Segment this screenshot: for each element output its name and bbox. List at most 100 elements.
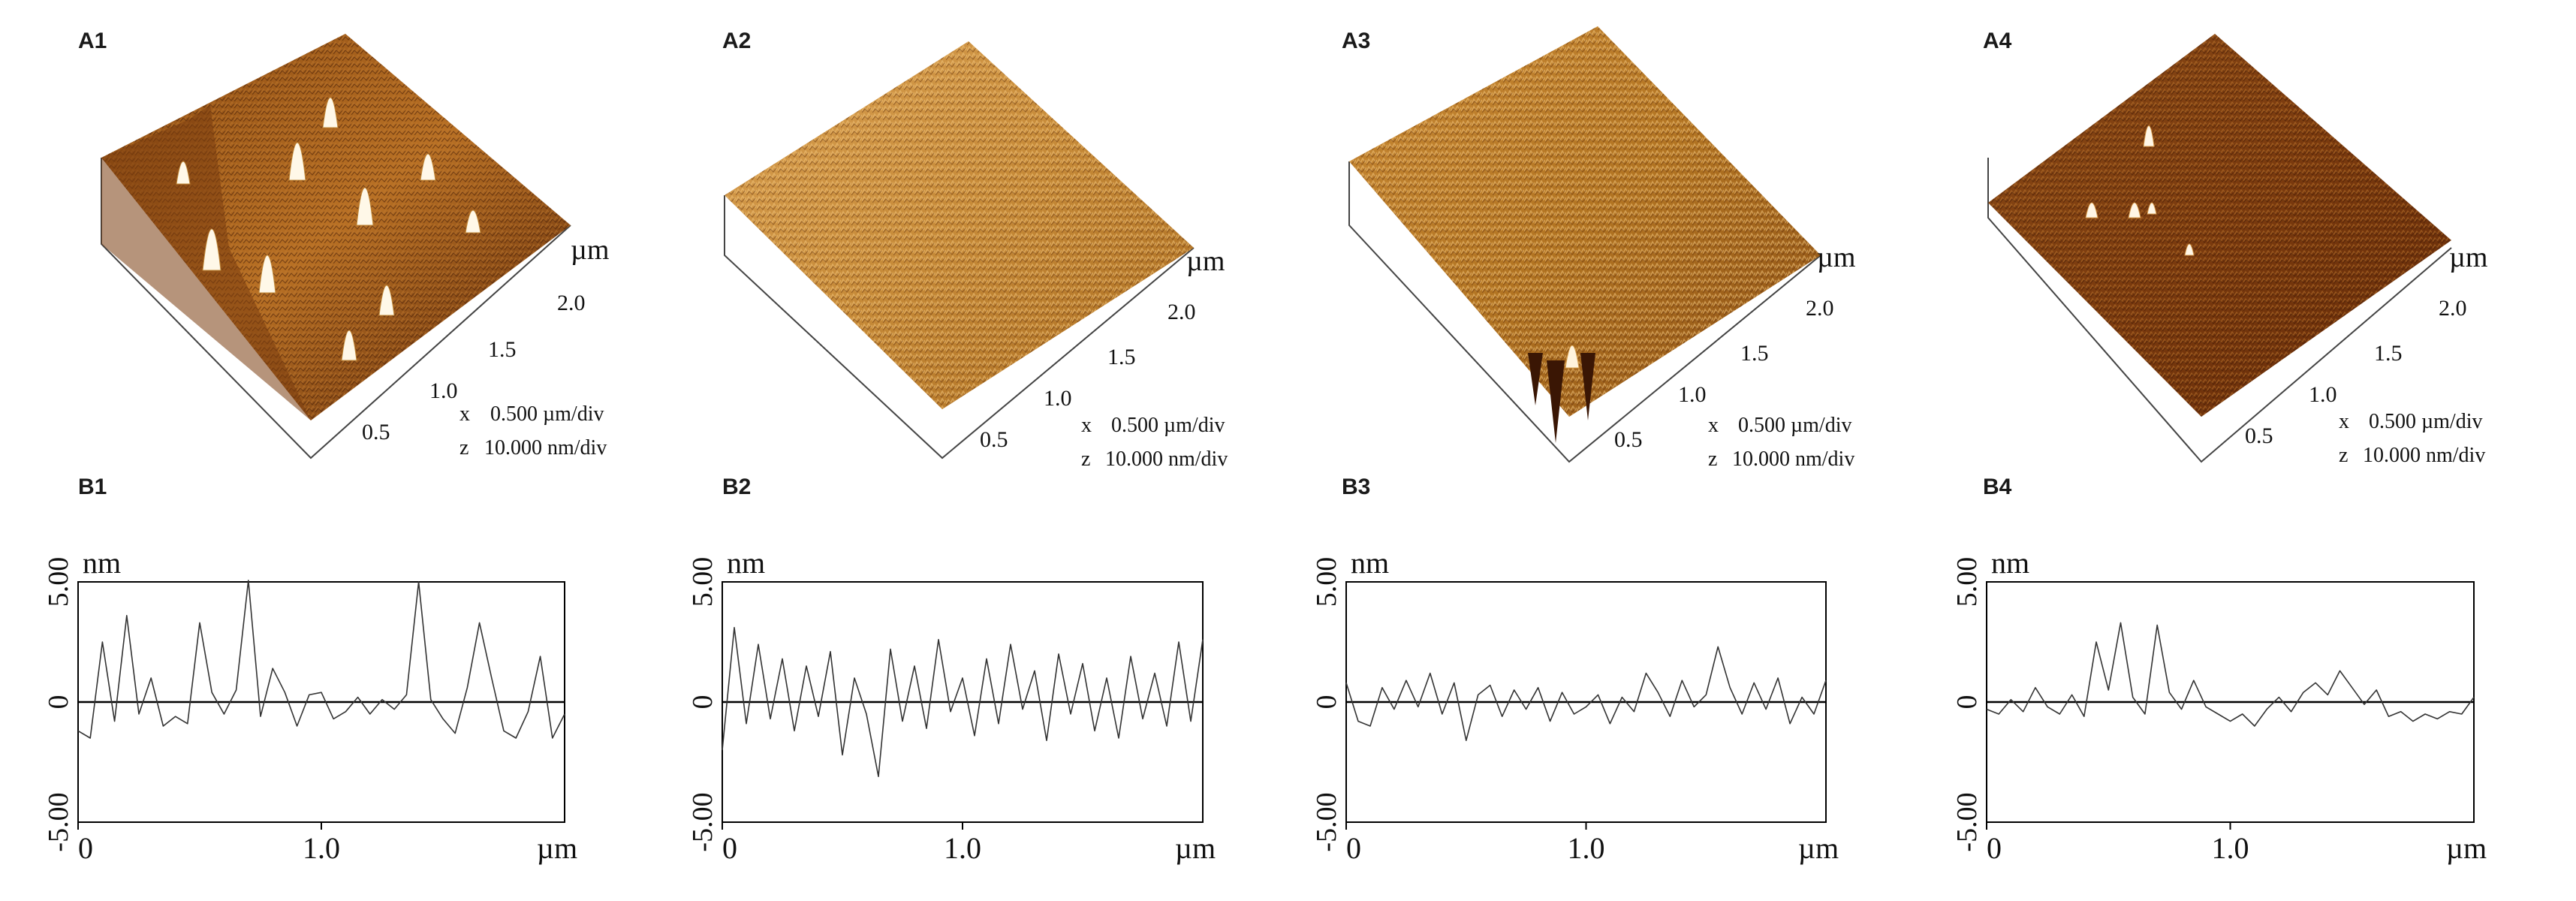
afm-surface-a1: µm 2.0 1.5 1.0 0.5 x 0.500 µm/div z 10.0… bbox=[101, 34, 609, 460]
unit-label-a4: µm bbox=[2449, 242, 2487, 273]
peak bbox=[2085, 202, 2098, 218]
x-scale-a1: 0.500 µm/div bbox=[490, 402, 604, 426]
surface-peaks bbox=[2085, 125, 2195, 256]
x-tick-label: 1.0 bbox=[2212, 831, 2249, 865]
peak bbox=[2147, 202, 2157, 215]
x-tick-label: 0 bbox=[78, 831, 93, 865]
peak bbox=[322, 97, 339, 128]
panel-label-a2: A2 bbox=[722, 29, 752, 53]
peak bbox=[2184, 243, 2195, 256]
tick-a3-5: 0.5 bbox=[1614, 427, 1643, 452]
tick-a3-2: 2.0 bbox=[1806, 296, 1834, 321]
peak bbox=[341, 330, 357, 361]
axis-x-label-a4: x bbox=[2339, 410, 2349, 433]
y-tick-label: -5.00 bbox=[43, 792, 74, 851]
peak bbox=[420, 153, 436, 181]
afm-surface-a3: µm 2.0 1.5 1.0 0.5 x 0.500 µm/div z 10.0… bbox=[1348, 26, 1855, 471]
z-scale-a3: 10.000 nm/div bbox=[1732, 447, 1854, 471]
peak bbox=[2128, 202, 2141, 218]
y-tick-label: 5.00 bbox=[687, 557, 719, 607]
surface-peaks bbox=[1565, 345, 1580, 369]
unit-label-a2: µm bbox=[1186, 246, 1225, 277]
x-tick-label: 1.0 bbox=[1568, 831, 1605, 865]
z-scale-a2: 10.000 nm/div bbox=[1105, 447, 1228, 471]
peak bbox=[176, 161, 191, 185]
tick-a4-4: 1.0 bbox=[2309, 382, 2337, 407]
y-tick-label: 0 bbox=[1311, 695, 1342, 710]
x-axis-label: µm bbox=[1175, 831, 1216, 865]
tick-a4-3: 1.5 bbox=[2374, 341, 2403, 366]
peak bbox=[258, 255, 276, 294]
unit-label-a3: µm bbox=[1817, 242, 1855, 273]
peak bbox=[378, 285, 395, 316]
y-tick-label: 5.00 bbox=[43, 557, 74, 607]
axis-z-label-a3: z bbox=[1708, 447, 1717, 471]
y-axis-label: nm bbox=[83, 546, 121, 580]
peak bbox=[202, 228, 221, 271]
tick-a2-2: 2.0 bbox=[1167, 300, 1196, 324]
peak bbox=[2143, 125, 2155, 147]
tick-a3-4: 1.0 bbox=[1678, 382, 1707, 407]
pit bbox=[1580, 353, 1595, 420]
x-axis-label: µm bbox=[537, 831, 577, 865]
axis-x-label-a2: x bbox=[1081, 414, 1092, 437]
unit-label-a1: µm bbox=[571, 234, 609, 266]
panel-label-a3: A3 bbox=[1342, 29, 1371, 53]
axis-z-label-a2: z bbox=[1081, 447, 1090, 471]
panel-label-b4: B4 bbox=[1983, 475, 2012, 499]
x-tick-label: 0 bbox=[722, 831, 737, 865]
x-tick-label: 0 bbox=[1987, 831, 2002, 865]
profile-line bbox=[722, 626, 1204, 777]
pit bbox=[1547, 360, 1565, 443]
surface-texture bbox=[101, 34, 571, 420]
panel-label-b3: B3 bbox=[1342, 475, 1371, 499]
y-axis-label: nm bbox=[1991, 546, 2029, 580]
panel-label-b2: B2 bbox=[722, 475, 752, 499]
y-tick-label: 5.00 bbox=[1951, 557, 1983, 607]
profile-line bbox=[77, 580, 565, 739]
x-scale-a4: 0.500 µm/div bbox=[2369, 410, 2482, 433]
panel-label-a1: A1 bbox=[78, 29, 107, 53]
tick-a4-2: 2.0 bbox=[2439, 296, 2467, 321]
y-tick-label: 0 bbox=[1951, 695, 1983, 710]
surface-frame bbox=[1348, 161, 1821, 463]
tick-a2-5: 0.5 bbox=[980, 427, 1008, 452]
surface-pits bbox=[1528, 353, 1595, 443]
y-tick-label: 5.00 bbox=[1311, 557, 1342, 607]
x-tick-label: 0 bbox=[1346, 831, 1361, 865]
profile-line bbox=[1345, 646, 1827, 742]
tick-a2-4: 1.0 bbox=[1044, 386, 1072, 411]
z-scale-a1: 10.000 nm/div bbox=[484, 436, 607, 460]
axis-x-label-a3: x bbox=[1708, 414, 1719, 437]
x-axis-label: µm bbox=[1798, 831, 1839, 865]
surface-texture bbox=[1988, 34, 2451, 417]
tick-a1-5: 0.5 bbox=[362, 420, 390, 444]
surface-peaks bbox=[176, 97, 481, 361]
y-tick-label: -5.00 bbox=[1951, 792, 1983, 851]
tick-a1-3: 1.5 bbox=[488, 337, 517, 362]
afm-surface-a2: µm 2.0 1.5 1.0 0.5 x 0.500 µm/div z 10.0… bbox=[724, 41, 1228, 471]
afm-surface-a4: µm 2.0 1.5 1.0 0.5 x 0.500 µm/div z 10.0… bbox=[1987, 34, 2487, 467]
peak bbox=[1565, 345, 1580, 369]
y-tick-label: -5.00 bbox=[687, 792, 719, 851]
tick-a1-4: 1.0 bbox=[429, 378, 458, 403]
tick-a2-3: 1.5 bbox=[1107, 345, 1136, 369]
peak bbox=[288, 142, 306, 181]
x-axis-label: µm bbox=[2446, 831, 2487, 865]
peak bbox=[465, 209, 481, 234]
profile-line bbox=[1986, 622, 2475, 727]
y-axis-label: nm bbox=[727, 546, 765, 580]
panel-label-a4: A4 bbox=[1983, 29, 2012, 53]
tick-a4-5: 0.5 bbox=[2245, 423, 2273, 448]
y-tick-label: 0 bbox=[43, 695, 74, 710]
tick-a3-3: 1.5 bbox=[1740, 341, 1769, 366]
tick-a1-2: 2.0 bbox=[557, 291, 586, 315]
surface-frame bbox=[1987, 158, 2452, 463]
axis-z-label-a1: z bbox=[459, 436, 469, 460]
y-axis-label: nm bbox=[1351, 546, 1389, 580]
